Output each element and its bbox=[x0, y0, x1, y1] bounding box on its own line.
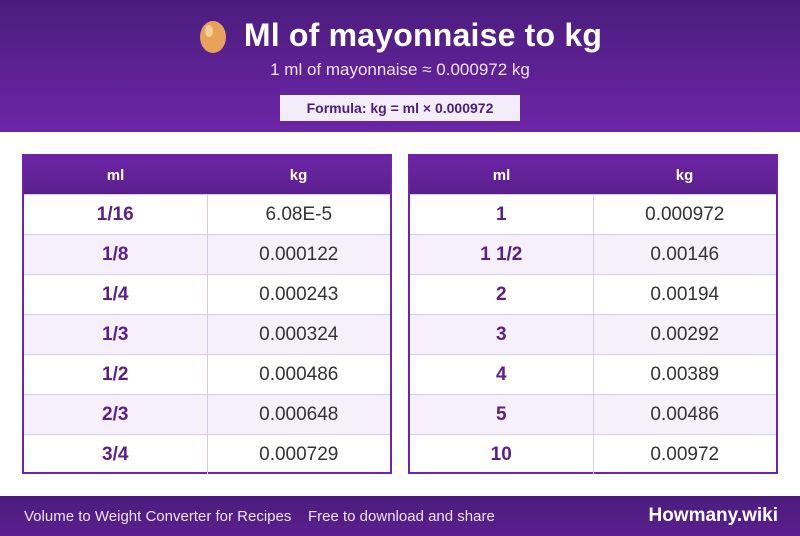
column-header-ml: ml bbox=[106, 166, 125, 184]
cell-ml: 1/16 bbox=[24, 195, 208, 234]
cell-ml: 5 bbox=[410, 395, 594, 434]
table-row: 1/4 0.000243 bbox=[24, 274, 390, 314]
table-row: 1/16 6.08E-5 bbox=[24, 194, 390, 234]
title-row: Ml of mayonnaise to kg bbox=[0, 14, 800, 56]
table-row: 10 0.00972 bbox=[410, 434, 776, 474]
table-row: 2 0.00194 bbox=[410, 274, 776, 314]
table-row: 1 1/2 0.00146 bbox=[410, 234, 776, 274]
brand-link[interactable]: Howmany.wiki bbox=[648, 505, 778, 526]
cell-kg: 0.000122 bbox=[259, 243, 339, 265]
cell-kg: 0.00194 bbox=[650, 283, 720, 305]
footer: Volume to Weight Converter for Recipes F… bbox=[0, 496, 800, 536]
table-header: ml kg bbox=[24, 156, 390, 194]
table-row: 3/4 0.000729 bbox=[24, 434, 390, 474]
table-row: 4 0.00389 bbox=[410, 354, 776, 394]
table-header: ml kg bbox=[410, 156, 776, 194]
cell-ml: 10 bbox=[410, 435, 594, 474]
cell-ml: 1/4 bbox=[24, 275, 208, 314]
column-header-kg: kg bbox=[289, 166, 308, 184]
cell-kg: 0.00486 bbox=[650, 403, 720, 425]
cell-kg: 0.00146 bbox=[650, 243, 720, 265]
table-row: 5 0.00486 bbox=[410, 394, 776, 434]
cell-kg: 0.000243 bbox=[259, 283, 339, 305]
cell-ml: 1 bbox=[410, 195, 594, 234]
table-row: 2/3 0.000648 bbox=[24, 394, 390, 434]
page-title: Ml of mayonnaise to kg bbox=[243, 16, 603, 53]
table-row: 1/3 0.000324 bbox=[24, 314, 390, 354]
cell-ml: 4 bbox=[410, 355, 594, 394]
cell-kg: 0.000324 bbox=[259, 323, 339, 345]
table-row: 1/2 0.000486 bbox=[24, 354, 390, 394]
cell-kg: 0.000972 bbox=[645, 203, 725, 225]
cell-ml: 3/4 bbox=[24, 435, 208, 474]
column-header-ml: ml bbox=[492, 166, 511, 184]
footer-converter-text: Volume to Weight Converter for Recipes bbox=[24, 507, 292, 525]
cell-kg: 0.000729 bbox=[259, 443, 339, 465]
cell-kg: 0.000486 bbox=[259, 363, 339, 385]
cell-kg: 0.00292 bbox=[650, 323, 720, 345]
cell-ml: 2/3 bbox=[24, 395, 208, 434]
subtitle: 1 ml of mayonnaise ≈ 0.000972 kg bbox=[270, 60, 530, 79]
cell-ml: 1/8 bbox=[24, 235, 208, 274]
column-header-kg: kg bbox=[675, 166, 694, 184]
table-row: 3 0.00292 bbox=[410, 314, 776, 354]
table-row: 1/8 0.000122 bbox=[24, 234, 390, 274]
cell-kg: 6.08E-5 bbox=[265, 203, 333, 225]
formula-badge: Formula: kg = ml × 0.000972 bbox=[280, 95, 520, 121]
footer-share-text: Free to download and share bbox=[308, 507, 495, 525]
cell-ml: 1/2 bbox=[24, 355, 208, 394]
table-row: 1 0.000972 bbox=[410, 194, 776, 234]
cell-kg: 0.00389 bbox=[650, 363, 720, 385]
cell-ml: 1 1/2 bbox=[410, 235, 594, 274]
cell-ml: 3 bbox=[410, 315, 594, 354]
egg-icon bbox=[199, 21, 226, 53]
conversion-table-right: ml kg 1 0.000972 1 1/2 0.00146 2 0.00194 3 0… bbox=[408, 154, 778, 474]
conversion-table-left: ml kg 1/16 6.08E-5 1/8 0.000122 1/4 0.00024… bbox=[22, 154, 392, 474]
cell-kg: 0.000648 bbox=[259, 403, 339, 425]
cell-kg: 0.00972 bbox=[650, 443, 720, 465]
header: Ml of mayonnaise to kg 1 ml of mayonnais… bbox=[0, 0, 800, 132]
cell-ml: 1/3 bbox=[24, 315, 208, 354]
cell-ml: 2 bbox=[410, 275, 594, 314]
